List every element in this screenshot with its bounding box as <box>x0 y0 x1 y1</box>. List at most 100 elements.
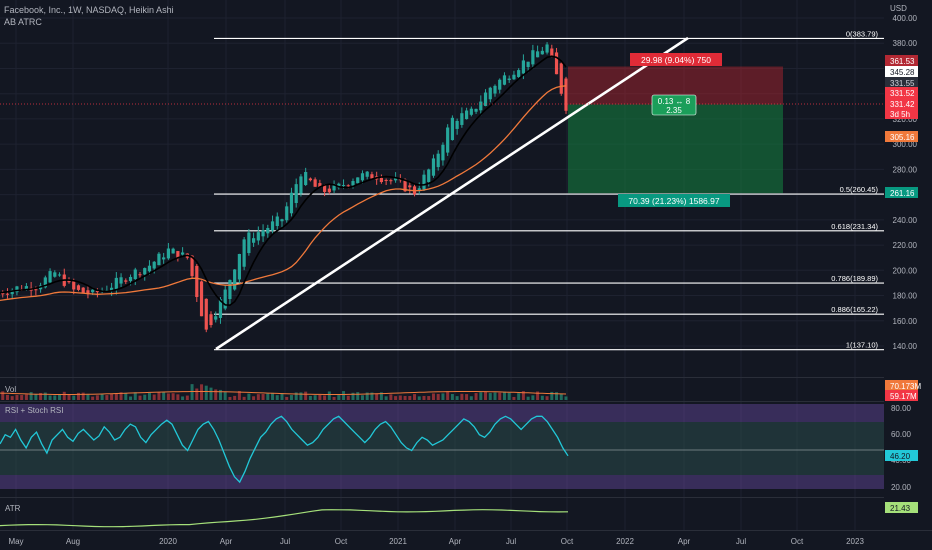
candle <box>162 252 166 264</box>
candle <box>455 118 459 135</box>
candle <box>469 106 473 117</box>
volume-bar <box>81 392 85 400</box>
volume-bar <box>275 395 279 400</box>
volume-bar <box>545 396 549 400</box>
candle <box>436 150 440 171</box>
candle <box>379 174 383 184</box>
volume-bar <box>365 392 369 400</box>
candle <box>474 108 478 114</box>
candle <box>256 226 260 245</box>
volume-bar <box>379 392 383 400</box>
volume-bar <box>58 394 62 400</box>
volume-bar <box>285 396 289 400</box>
tag-rsi-bg <box>885 450 918 461</box>
volume-bar <box>304 391 308 400</box>
volume-bar <box>176 394 180 400</box>
candle <box>327 183 331 195</box>
volume-bar <box>299 392 303 400</box>
candle <box>460 107 464 128</box>
candle <box>493 84 497 97</box>
volume-bar <box>521 391 525 400</box>
volume-bar <box>484 391 488 400</box>
candles <box>1 42 568 333</box>
volume-bar <box>129 396 133 400</box>
volume-bar <box>29 392 33 400</box>
tag-t1: 331.55 <box>890 79 915 88</box>
tag-t1-bg <box>885 77 918 88</box>
volume-bar <box>233 395 237 400</box>
candle <box>171 247 175 254</box>
ratio-label-bg <box>651 94 697 116</box>
candle <box>1 290 5 298</box>
ratio-label-line1: 0.13 ↔ 8 <box>658 97 691 106</box>
volume-ma-line <box>0 391 567 395</box>
volume-bar <box>469 396 473 400</box>
volume-bar <box>95 395 99 400</box>
tag-countdown-bg <box>885 108 918 119</box>
candle <box>252 232 256 247</box>
time-axis[interactable]: May Aug 2020 Apr Jul Oct 2021 Apr Jul Oct 2022 Apr J… <box>8 537 864 546</box>
candle <box>360 170 365 184</box>
price-tick-label: 380.00 <box>893 39 918 48</box>
price-tick-label: 240.00 <box>893 216 918 225</box>
candle <box>517 68 521 80</box>
candle <box>266 224 270 238</box>
tag-target-bg <box>885 187 918 198</box>
fibonacci-levels[interactable]: 0(383.79) 0.5(260.45) 0.618(231.34) 0.786(1… <box>214 29 884 351</box>
candle <box>237 253 241 284</box>
candle <box>554 47 559 75</box>
volume-bar <box>337 395 341 400</box>
volume-bar <box>242 396 246 400</box>
candle <box>181 247 185 256</box>
volume-bar <box>507 392 511 400</box>
volume-bar <box>261 394 265 400</box>
vol-label: Vol <box>5 385 16 394</box>
trendline[interactable] <box>215 36 689 351</box>
reward-zone <box>568 104 783 194</box>
tag-entry-bg <box>885 98 918 109</box>
candle <box>431 154 436 178</box>
candle <box>81 287 85 294</box>
candle <box>332 180 336 193</box>
volume-bar <box>422 395 426 400</box>
volume-bar <box>323 395 327 400</box>
volume-bar <box>427 396 431 400</box>
moving-average-slow <box>0 85 567 301</box>
volume-bar <box>346 395 350 400</box>
volume-bar <box>5 394 9 400</box>
time-tick-label: Oct <box>561 537 574 546</box>
time-tick-label: May <box>8 537 23 546</box>
volume-bar <box>512 396 516 400</box>
time-tick-label: 2023 <box>846 537 864 546</box>
candle <box>285 202 289 223</box>
candle <box>247 229 251 256</box>
volume-bar <box>342 391 346 400</box>
volume-bar <box>313 395 317 400</box>
volume-bar <box>114 393 118 400</box>
volume-bar <box>446 391 450 400</box>
candle <box>114 272 118 295</box>
candle <box>53 270 57 278</box>
short-position-tool[interactable] <box>568 66 783 194</box>
volume-bar <box>559 393 563 400</box>
volume-bar <box>271 392 275 400</box>
fib-label: 0.786(189.89) <box>831 274 878 283</box>
chart-title: Facebook, Inc., 1W, NASDAQ, Heikin Ashi <box>4 5 174 15</box>
volume-bar <box>1 391 5 400</box>
candle <box>323 184 327 197</box>
indicator-name: AB ATRC <box>4 17 42 27</box>
volume-bar <box>356 392 360 400</box>
candle <box>299 174 303 197</box>
price-tick-label: 400.00 <box>893 14 918 23</box>
volume-bar <box>455 396 459 400</box>
candle <box>204 298 208 333</box>
volume-bar <box>517 393 521 400</box>
volume-bar <box>124 392 128 400</box>
candle <box>550 44 554 58</box>
candle <box>446 124 450 156</box>
candle <box>223 285 227 311</box>
tag-stop: 361.53 <box>890 57 915 66</box>
rsi-tick-label: 80.00 <box>891 404 912 413</box>
candle <box>488 86 492 103</box>
